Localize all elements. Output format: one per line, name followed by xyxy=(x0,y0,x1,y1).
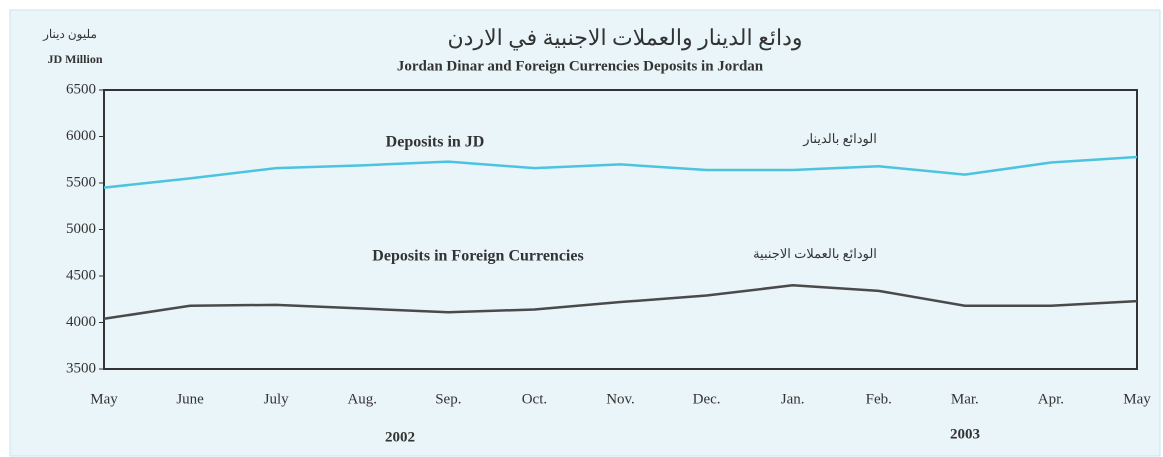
series-label-arabic: الودائع بالدينار xyxy=(802,131,877,147)
x-tick-label: May xyxy=(1123,391,1151,407)
x-tick-label: Mar. xyxy=(951,391,979,407)
chart-title: ودائع الدينار والعملات الاجنبية في الارد… xyxy=(448,25,803,51)
y-tick-label: 6000 xyxy=(66,128,96,144)
x-tick-label: Sep. xyxy=(435,391,461,407)
x-tick-label: Dec. xyxy=(693,391,721,407)
series-line xyxy=(103,284,1138,321)
y-tick-label: 4500 xyxy=(66,267,96,283)
x-tick-label: Apr. xyxy=(1038,391,1064,407)
series-label: Deposits in Foreign Currencies xyxy=(372,248,583,265)
y-tick-label: 6500 xyxy=(66,81,96,97)
x-tick-label: Aug. xyxy=(347,391,377,407)
year-label: 2003 xyxy=(950,426,980,442)
series-label: Deposits in JD xyxy=(386,134,485,151)
series-line xyxy=(103,155,1138,189)
x-tick-label: July xyxy=(264,391,290,407)
y-tick-label: 4000 xyxy=(66,314,96,330)
series-label-arabic: الودائع بالعملات الاجنبية xyxy=(753,246,877,262)
x-tick-label: Feb. xyxy=(866,391,892,407)
background xyxy=(9,9,1161,457)
chart-subtitle: Jordan Dinar and Foreign Currencies Depo… xyxy=(397,58,764,74)
y-tick-label: 5000 xyxy=(66,221,96,237)
x-tick-label: Jan. xyxy=(781,391,805,407)
y-axis-label-arabic: مليون دينار xyxy=(42,27,97,41)
year-label: 2002 xyxy=(385,429,415,445)
x-tick-label: Oct. xyxy=(522,391,547,407)
x-tick-label: Nov. xyxy=(606,391,635,407)
x-tick-label: June xyxy=(176,391,204,407)
x-tick-label: May xyxy=(90,391,118,407)
y-tick-label: 3500 xyxy=(66,360,96,376)
y-tick-label: 5500 xyxy=(66,174,96,190)
y-axis-label: JD Million xyxy=(47,52,102,66)
